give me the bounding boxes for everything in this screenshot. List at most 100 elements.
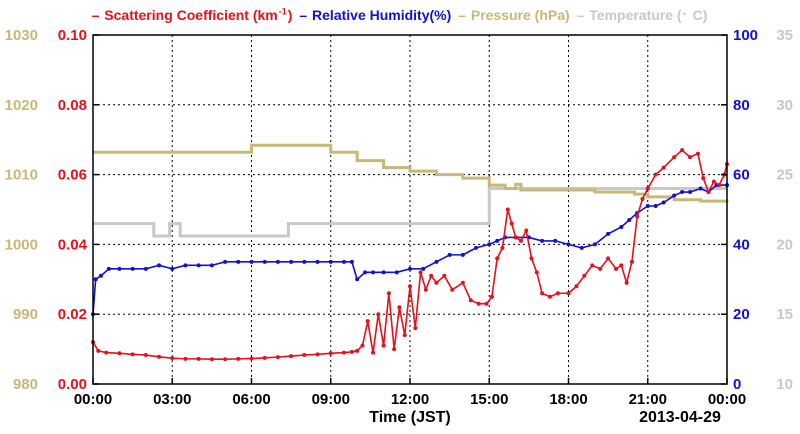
data-point-scattering <box>624 280 629 285</box>
data-point-humidity <box>540 238 545 243</box>
data-point-scattering <box>315 352 320 357</box>
data-point-humidity <box>606 231 611 236</box>
date-label: 2013-04-29 <box>639 409 721 426</box>
data-point-scattering <box>566 291 571 296</box>
data-point-humidity <box>447 252 452 257</box>
data-point-scattering <box>640 197 645 202</box>
legend-item-humidity: – Relative Humidity(%) <box>299 6 452 23</box>
x-tick-label: 12:00 <box>391 391 429 408</box>
legend-item-pressure: – Pressure (hPa) <box>458 6 570 23</box>
data-point-scattering <box>392 347 397 352</box>
data-point-scattering <box>629 259 634 264</box>
data-point-scattering <box>582 273 587 278</box>
data-point-humidity <box>495 238 500 243</box>
scattering-tick-label: 0.04 <box>58 236 88 253</box>
data-point-scattering <box>619 263 624 268</box>
data-point-scattering <box>402 333 407 338</box>
data-point-scattering <box>653 172 658 177</box>
data-point-scattering <box>104 350 109 355</box>
data-point-scattering <box>614 266 619 271</box>
series-line-temperature <box>93 187 727 238</box>
humidity-tick-label: 20 <box>733 306 750 323</box>
data-point-humidity <box>363 270 368 275</box>
data-point-scattering <box>513 235 518 240</box>
data-point-humidity <box>579 245 584 250</box>
temperature-tick-label: 15 <box>776 306 793 323</box>
data-point-scattering <box>495 256 500 261</box>
data-point-humidity <box>170 266 175 271</box>
x-axis-title: Time (JST) <box>369 409 451 426</box>
data-point-scattering <box>408 284 412 289</box>
data-point-scattering <box>717 183 722 188</box>
data-point-humidity <box>688 190 693 195</box>
data-point-scattering <box>701 176 706 181</box>
data-point-humidity <box>315 259 320 264</box>
data-point-humidity <box>223 259 228 264</box>
data-point-scattering <box>606 256 611 261</box>
data-point-scattering <box>598 266 603 271</box>
temperature-tick-label: 10 <box>776 376 793 393</box>
series-layer <box>91 143 729 362</box>
chart-legend: – Scattering Coefficient (km-1) – Relati… <box>0 4 800 23</box>
data-point-scattering <box>661 165 666 170</box>
data-point-scattering <box>548 294 553 299</box>
data-point-scattering <box>209 357 214 362</box>
data-point-scattering <box>635 214 640 219</box>
data-point-scattering <box>555 291 560 296</box>
data-point-humidity <box>93 277 98 282</box>
data-point-scattering <box>170 356 175 361</box>
data-point-scattering <box>381 343 386 348</box>
data-point-scattering <box>262 355 267 360</box>
data-point-scattering <box>711 179 716 184</box>
pressure-tick-label: 1010 <box>5 167 38 184</box>
data-point-humidity <box>106 266 111 271</box>
data-point-scattering <box>484 301 489 306</box>
data-point-scattering <box>450 287 455 292</box>
data-point-scattering <box>183 356 188 361</box>
temperature-tick-label: 25 <box>776 167 793 184</box>
x-tick-label: 21:00 <box>629 391 667 408</box>
data-point-humidity <box>619 224 624 229</box>
data-point-scattering <box>574 284 579 289</box>
legend-item-temperature: – Temperature (。C) <box>576 6 708 23</box>
data-point-humidity <box>698 186 703 191</box>
data-point-humidity <box>349 259 354 264</box>
data-point-scattering <box>509 221 514 226</box>
data-point-humidity <box>653 204 658 209</box>
data-point-scattering <box>529 256 534 261</box>
data-point-humidity <box>408 266 412 271</box>
data-point-scattering <box>434 280 439 285</box>
data-point-scattering <box>117 351 122 356</box>
data-point-humidity <box>487 242 492 247</box>
data-point-scattering <box>341 350 346 355</box>
x-tick-label: 00:00 <box>74 391 112 408</box>
data-point-scattering <box>355 348 360 353</box>
data-point-humidity <box>236 259 241 264</box>
scattering-tick-label: 0.02 <box>58 306 87 323</box>
data-point-humidity <box>553 238 558 243</box>
data-point-scattering <box>476 301 481 306</box>
data-point-humidity <box>302 259 307 264</box>
data-point-scattering <box>706 190 711 195</box>
data-point-scattering <box>505 207 510 212</box>
data-point-humidity <box>143 266 148 271</box>
data-point-humidity <box>474 245 479 250</box>
data-point-humidity <box>434 259 439 264</box>
data-point-scattering <box>423 287 428 292</box>
data-point-humidity <box>341 259 346 264</box>
data-point-scattering <box>540 291 545 296</box>
data-point-humidity <box>355 277 360 282</box>
data-point-scattering <box>489 294 494 299</box>
legend-item-scattering: – Scattering Coefficient (km-1) <box>91 6 293 23</box>
humidity-tick-label: 40 <box>733 236 750 253</box>
data-point-scattering <box>289 354 294 359</box>
ticks: 00:00 03:00 06:00 09:00 12:00 15:00 18:00 21:00… <box>5 27 793 408</box>
data-point-scattering <box>196 356 201 361</box>
data-point-scattering <box>130 352 135 357</box>
x-tick-label: 03:00 <box>153 391 191 408</box>
data-point-scattering <box>645 186 650 191</box>
data-point-scattering <box>590 263 595 268</box>
data-point-scattering <box>236 356 241 361</box>
pressure-tick-label: 980 <box>13 376 38 393</box>
